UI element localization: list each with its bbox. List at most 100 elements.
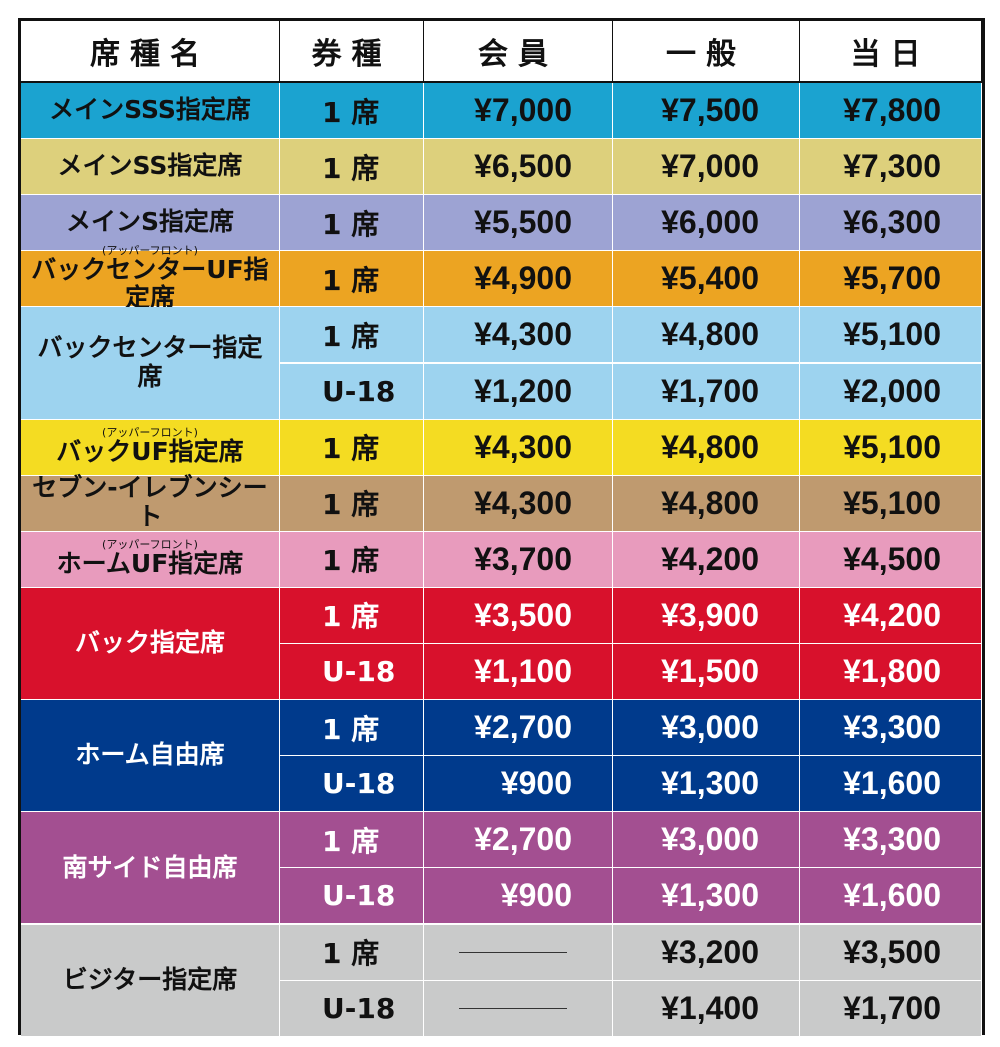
price: ¥4,300	[424, 475, 613, 532]
price: ¥4,300	[424, 307, 613, 364]
seat-name-cell: メインS指定席	[21, 195, 280, 252]
ticket-type: 1 席	[280, 83, 424, 140]
ticket-type: U-18	[280, 644, 424, 701]
price: ¥6,000	[613, 195, 800, 252]
ticket-type: 1 席	[280, 195, 424, 252]
price: ¥1,500	[613, 644, 800, 701]
ticket-type: 1 席	[280, 587, 424, 644]
seat-name-cell: バックセンター指定席	[21, 307, 280, 420]
seat-name-cell: ビジター指定席	[21, 924, 280, 1037]
dash	[459, 1008, 567, 1010]
ticket-type: 1 席	[280, 700, 424, 757]
seat-note: (アッパーフロント)	[102, 426, 198, 440]
price: ¥2,000	[800, 363, 982, 420]
ticket-type: U-18	[280, 980, 424, 1037]
price: ¥3,500	[800, 924, 982, 981]
seat-name: バックセンター指定席	[37, 333, 263, 391]
header-cell: 券種	[280, 21, 424, 83]
price: ¥1,600	[800, 756, 982, 813]
price: ¥5,500	[424, 195, 613, 252]
price: ¥4,800	[613, 419, 800, 476]
price: ¥1,200	[424, 363, 613, 420]
price: ¥4,500	[800, 531, 982, 588]
seat-note: (アッパーフロント)	[102, 243, 198, 257]
price: ¥3,000	[613, 700, 800, 757]
price-table: 席種名 券種 会員 一般 当日 メインSSS指定席 1 席 ¥7,000 ¥7,500 ¥7,80…	[18, 18, 985, 1037]
dash	[459, 952, 567, 954]
price: ¥3,300	[800, 700, 982, 757]
price: ¥7,000	[424, 83, 613, 140]
ticket-type: 1 席	[280, 475, 424, 532]
seat-name-cell: (アッパーフロント) バックUF指定席	[21, 419, 280, 476]
seat-name-cell: (アッパーフロント) バックセンターUF指定席	[21, 245, 280, 312]
price: ¥4,800	[613, 475, 800, 532]
ticket-type: 1 席	[280, 812, 424, 869]
seat-name-cell: メインSSS指定席	[21, 83, 280, 140]
price: ¥900	[424, 868, 613, 925]
price: ¥7,800	[800, 83, 982, 140]
price: ¥4,800	[613, 307, 800, 364]
header-cell: 席種名	[21, 21, 280, 83]
header-cell: 会員	[424, 21, 613, 83]
seat-name-cell: メインSS指定席	[21, 139, 280, 196]
price: ¥6,300	[800, 195, 982, 252]
seat-name: ビジター指定席	[62, 964, 238, 994]
ticket-type: 1 席	[280, 924, 424, 981]
price: ¥3,000	[613, 812, 800, 869]
price: ¥1,300	[613, 868, 800, 925]
header-cell: 一般	[613, 21, 800, 83]
ticket-type: U-18	[280, 363, 424, 420]
price: ¥5,700	[800, 251, 982, 308]
price: ¥1,700	[800, 980, 982, 1037]
empty-price	[424, 980, 613, 1037]
ticket-type: U-18	[280, 868, 424, 925]
price: ¥1,600	[800, 868, 982, 925]
price: ¥4,900	[424, 251, 613, 308]
header-cell: 当日	[800, 21, 982, 83]
price: ¥7,500	[613, 83, 800, 140]
seat-name: 南サイド自由席	[62, 852, 238, 882]
price: ¥1,300	[613, 756, 800, 813]
empty-price	[424, 924, 613, 981]
seat-name: バック指定席	[74, 628, 225, 658]
price: ¥7,000	[613, 139, 800, 196]
seat-name: バックUF指定席	[56, 437, 244, 467]
seat-name: ホーム自由席	[75, 740, 225, 770]
seat-name-cell: バック指定席	[21, 587, 280, 701]
ticket-type: 1 席	[280, 251, 424, 308]
price: ¥5,100	[800, 307, 982, 364]
seat-name-cell: (アッパーフロント) ホームUF指定席	[21, 531, 280, 588]
price: ¥4,200	[613, 531, 800, 588]
price: ¥3,500	[424, 587, 613, 644]
price: ¥3,300	[800, 812, 982, 869]
seat-name: メインSS指定席	[57, 151, 243, 181]
price: ¥7,300	[800, 139, 982, 196]
price: ¥5,100	[800, 419, 982, 476]
price: ¥2,700	[424, 812, 613, 869]
price: ¥3,700	[424, 531, 613, 588]
seat-name-cell: ホーム自由席	[21, 700, 280, 813]
price: ¥1,100	[424, 644, 613, 701]
price: ¥4,200	[800, 587, 982, 644]
ticket-type: U-18	[280, 756, 424, 813]
price: ¥2,700	[424, 700, 613, 757]
seat-name: ホームUF指定席	[56, 549, 244, 579]
seat-note: (アッパーフロント)	[102, 538, 198, 552]
price: ¥1,400	[613, 980, 800, 1037]
ticket-type: 1 席	[280, 531, 424, 588]
price: ¥5,400	[613, 251, 800, 308]
price: ¥3,900	[613, 587, 800, 644]
seat-name: バックセンターUF指定席	[31, 254, 269, 313]
price: ¥1,700	[613, 363, 800, 420]
seat-name: メインSSS指定席	[49, 95, 251, 125]
seat-name: セブン-イレブンシート	[32, 473, 268, 532]
seat-name: メインS指定席	[65, 207, 234, 237]
seat-name-cell: 南サイド自由席	[21, 812, 280, 925]
price: ¥900	[424, 756, 613, 813]
ticket-type: 1 席	[280, 307, 424, 364]
price: ¥5,100	[800, 475, 982, 532]
price: ¥3,200	[613, 924, 800, 981]
ticket-type: 1 席	[280, 139, 424, 196]
price: ¥4,300	[424, 419, 613, 476]
